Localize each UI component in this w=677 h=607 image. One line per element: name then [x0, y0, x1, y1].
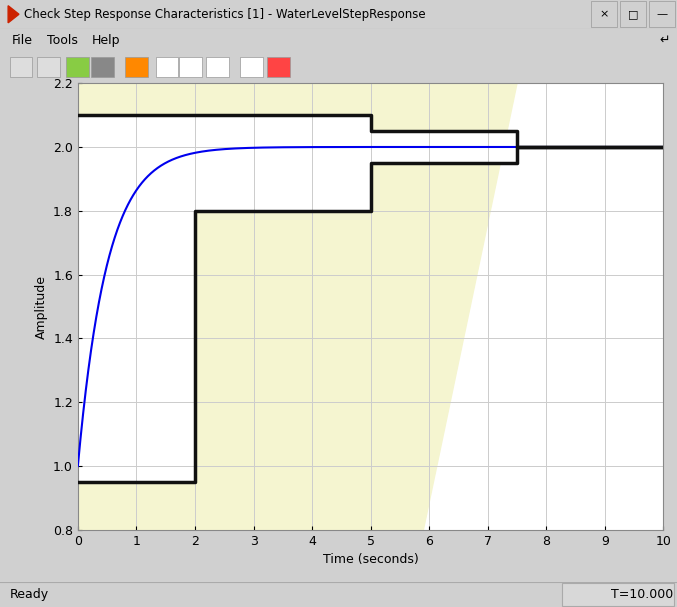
Bar [10, 57, 32, 77]
Text: ↵: ↵ [659, 34, 670, 47]
Bar [206, 57, 229, 77]
Bar [179, 57, 202, 77]
Bar [267, 57, 290, 77]
Text: Check Step Response Characteristics [1] - WaterLevelStepResponse: Check Step Response Characteristics [1] … [24, 8, 425, 21]
Bar [156, 57, 178, 77]
Bar [649, 1, 675, 27]
Text: Tools: Tools [47, 34, 79, 47]
Bar [37, 57, 60, 77]
Polygon shape [78, 83, 517, 530]
Text: Update block: Update block [523, 97, 600, 110]
Bar [125, 57, 148, 77]
Bar [66, 57, 89, 77]
Text: —: — [657, 9, 668, 19]
Text: File: File [12, 34, 33, 47]
Text: ×: × [599, 9, 609, 19]
Text: □: □ [628, 9, 638, 19]
Text: Ready: Ready [10, 588, 49, 601]
Bar [620, 1, 646, 27]
X-axis label: Time (seconds): Time (seconds) [323, 554, 418, 566]
Bar [240, 57, 263, 77]
Polygon shape [8, 5, 19, 23]
Bar [591, 1, 617, 27]
Bar [91, 57, 114, 77]
Bar [562, 583, 674, 606]
Polygon shape [78, 115, 663, 482]
Y-axis label: Amplitude: Amplitude [35, 274, 47, 339]
Text: Help: Help [91, 34, 120, 47]
Text: T=10.000: T=10.000 [611, 588, 674, 601]
